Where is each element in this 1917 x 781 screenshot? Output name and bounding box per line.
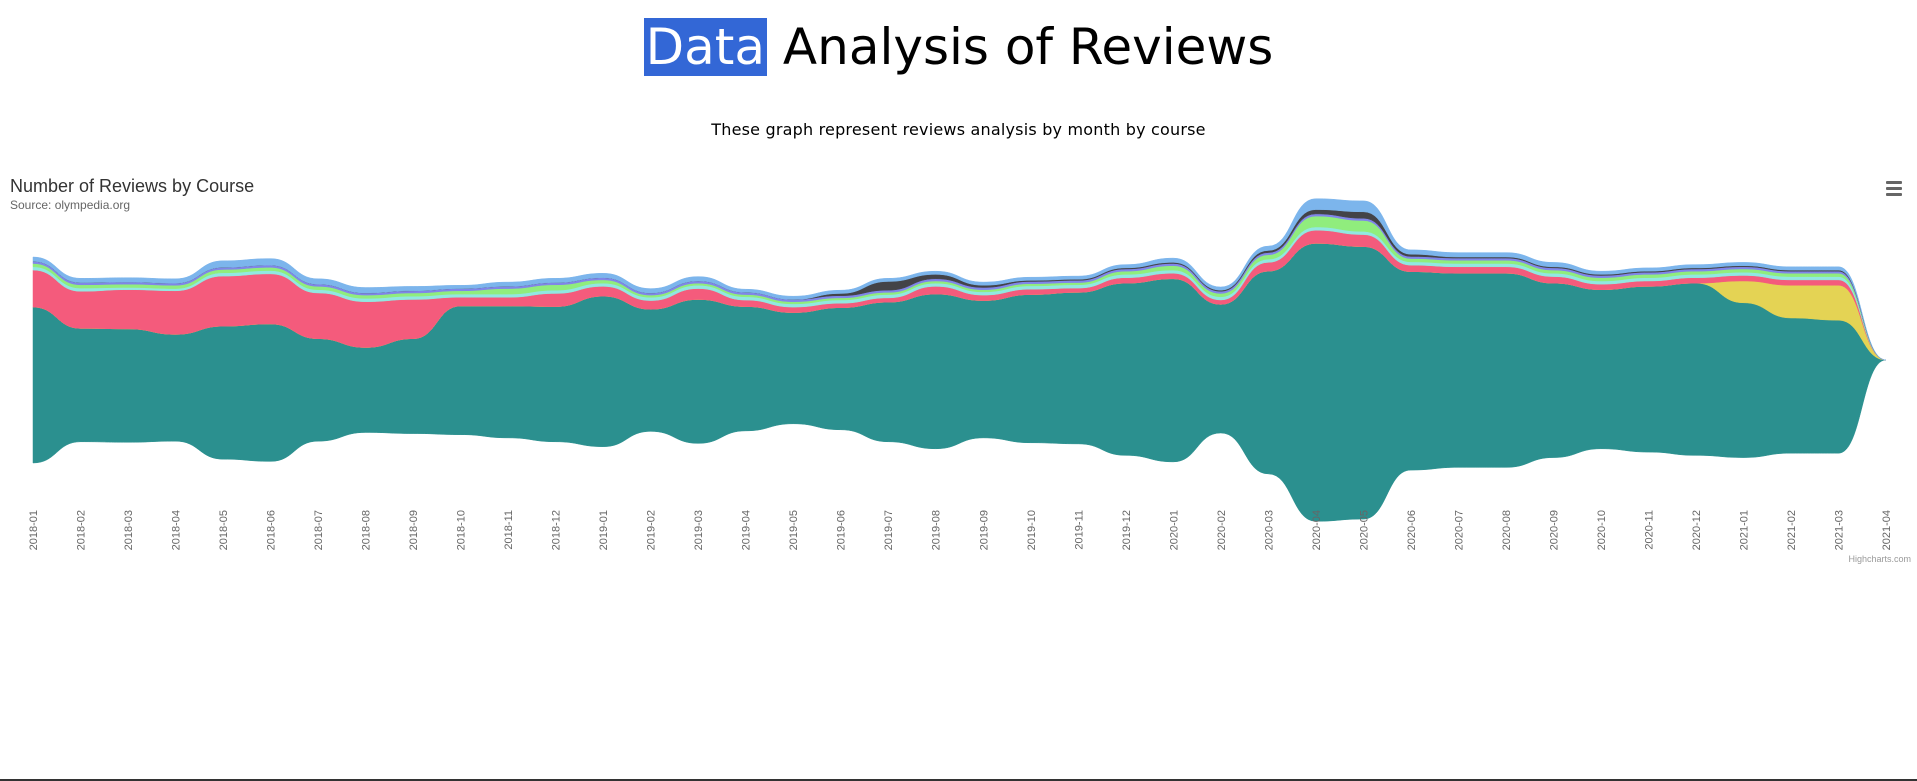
chart-subtitle: Source: olympedia.org [10,198,131,212]
x-tick-label: 2020-06 [1406,510,1418,550]
page-subtitle: These graph represent reviews analysis b… [711,120,1206,139]
x-tick-label: 2018-04 [171,510,183,550]
x-axis: 2018-01 2018-02 2018-03 2018-04 2018-05 2018-… [28,510,1893,550]
x-tick-label: 2018-01 [28,510,40,550]
hamburger-menu-icon[interactable] [1882,178,1906,200]
x-tick-label: 2019-07 [883,510,895,550]
x-tick-label: 2019-09 [978,510,990,550]
x-tick-label: 2020-04 [1311,510,1323,550]
x-tick-label: 2021-03 [1833,510,1845,550]
chart-title: Number of Reviews by Course [10,176,255,196]
x-tick-label: 2021-02 [1786,510,1798,550]
series-area-8[interactable] [32,198,1887,361]
page-title-highlight[interactable]: Data [643,18,768,76]
x-tick-label: 2019-01 [598,510,610,550]
x-tick-label: 2020-09 [1548,510,1560,550]
x-tick-label: 2020-01 [1168,510,1180,550]
x-tick-label: 2018-10 [456,510,468,550]
x-tick-label: 2018-06 [266,510,278,550]
x-tick-label: 2020-03 [1263,510,1275,550]
x-tick-label: 2019-10 [1026,510,1038,550]
series-areas [32,198,1887,522]
page-title-rest: Analysis of Reviews [767,18,1274,76]
x-tick-label: 2020-07 [1453,510,1465,550]
x-tick-label: 2018-07 [313,510,325,550]
x-tick-label: 2018-09 [408,510,420,550]
x-tick-label: 2018-08 [361,510,373,550]
x-tick-label: 2018-02 [76,510,88,550]
x-tick-label: 2019-05 [788,510,800,550]
x-tick-label: 2021-04 [1881,510,1893,550]
x-tick-label: 2018-03 [123,510,135,550]
x-tick-label: 2020-12 [1691,510,1703,550]
x-tick-label: 2020-10 [1596,510,1608,550]
x-tick-label: 2021-01 [1738,510,1750,550]
x-tick-label: 2020-08 [1501,510,1513,550]
x-tick-label: 2018-11 [503,510,515,550]
x-tick-label: 2018-12 [551,510,563,550]
x-tick-label: 2020-05 [1358,510,1370,550]
x-tick-label: 2019-04 [741,510,753,550]
x-tick-label: 2020-02 [1216,510,1228,550]
x-tick-label: 2019-11 [1073,510,1085,550]
x-tick-label: 2018-05 [218,510,230,550]
page-title: Data Analysis of Reviews [0,12,1917,82]
x-tick-label: 2019-06 [836,510,848,550]
x-tick-label: 2020-11 [1643,510,1655,550]
x-tick-label: 2019-08 [931,510,943,550]
x-tick-label: 2019-03 [693,510,705,550]
x-tick-label: 2019-02 [646,510,658,550]
x-tick-label: 2019-12 [1121,510,1133,550]
credits-link[interactable]: Highcharts.com [1848,554,1911,564]
